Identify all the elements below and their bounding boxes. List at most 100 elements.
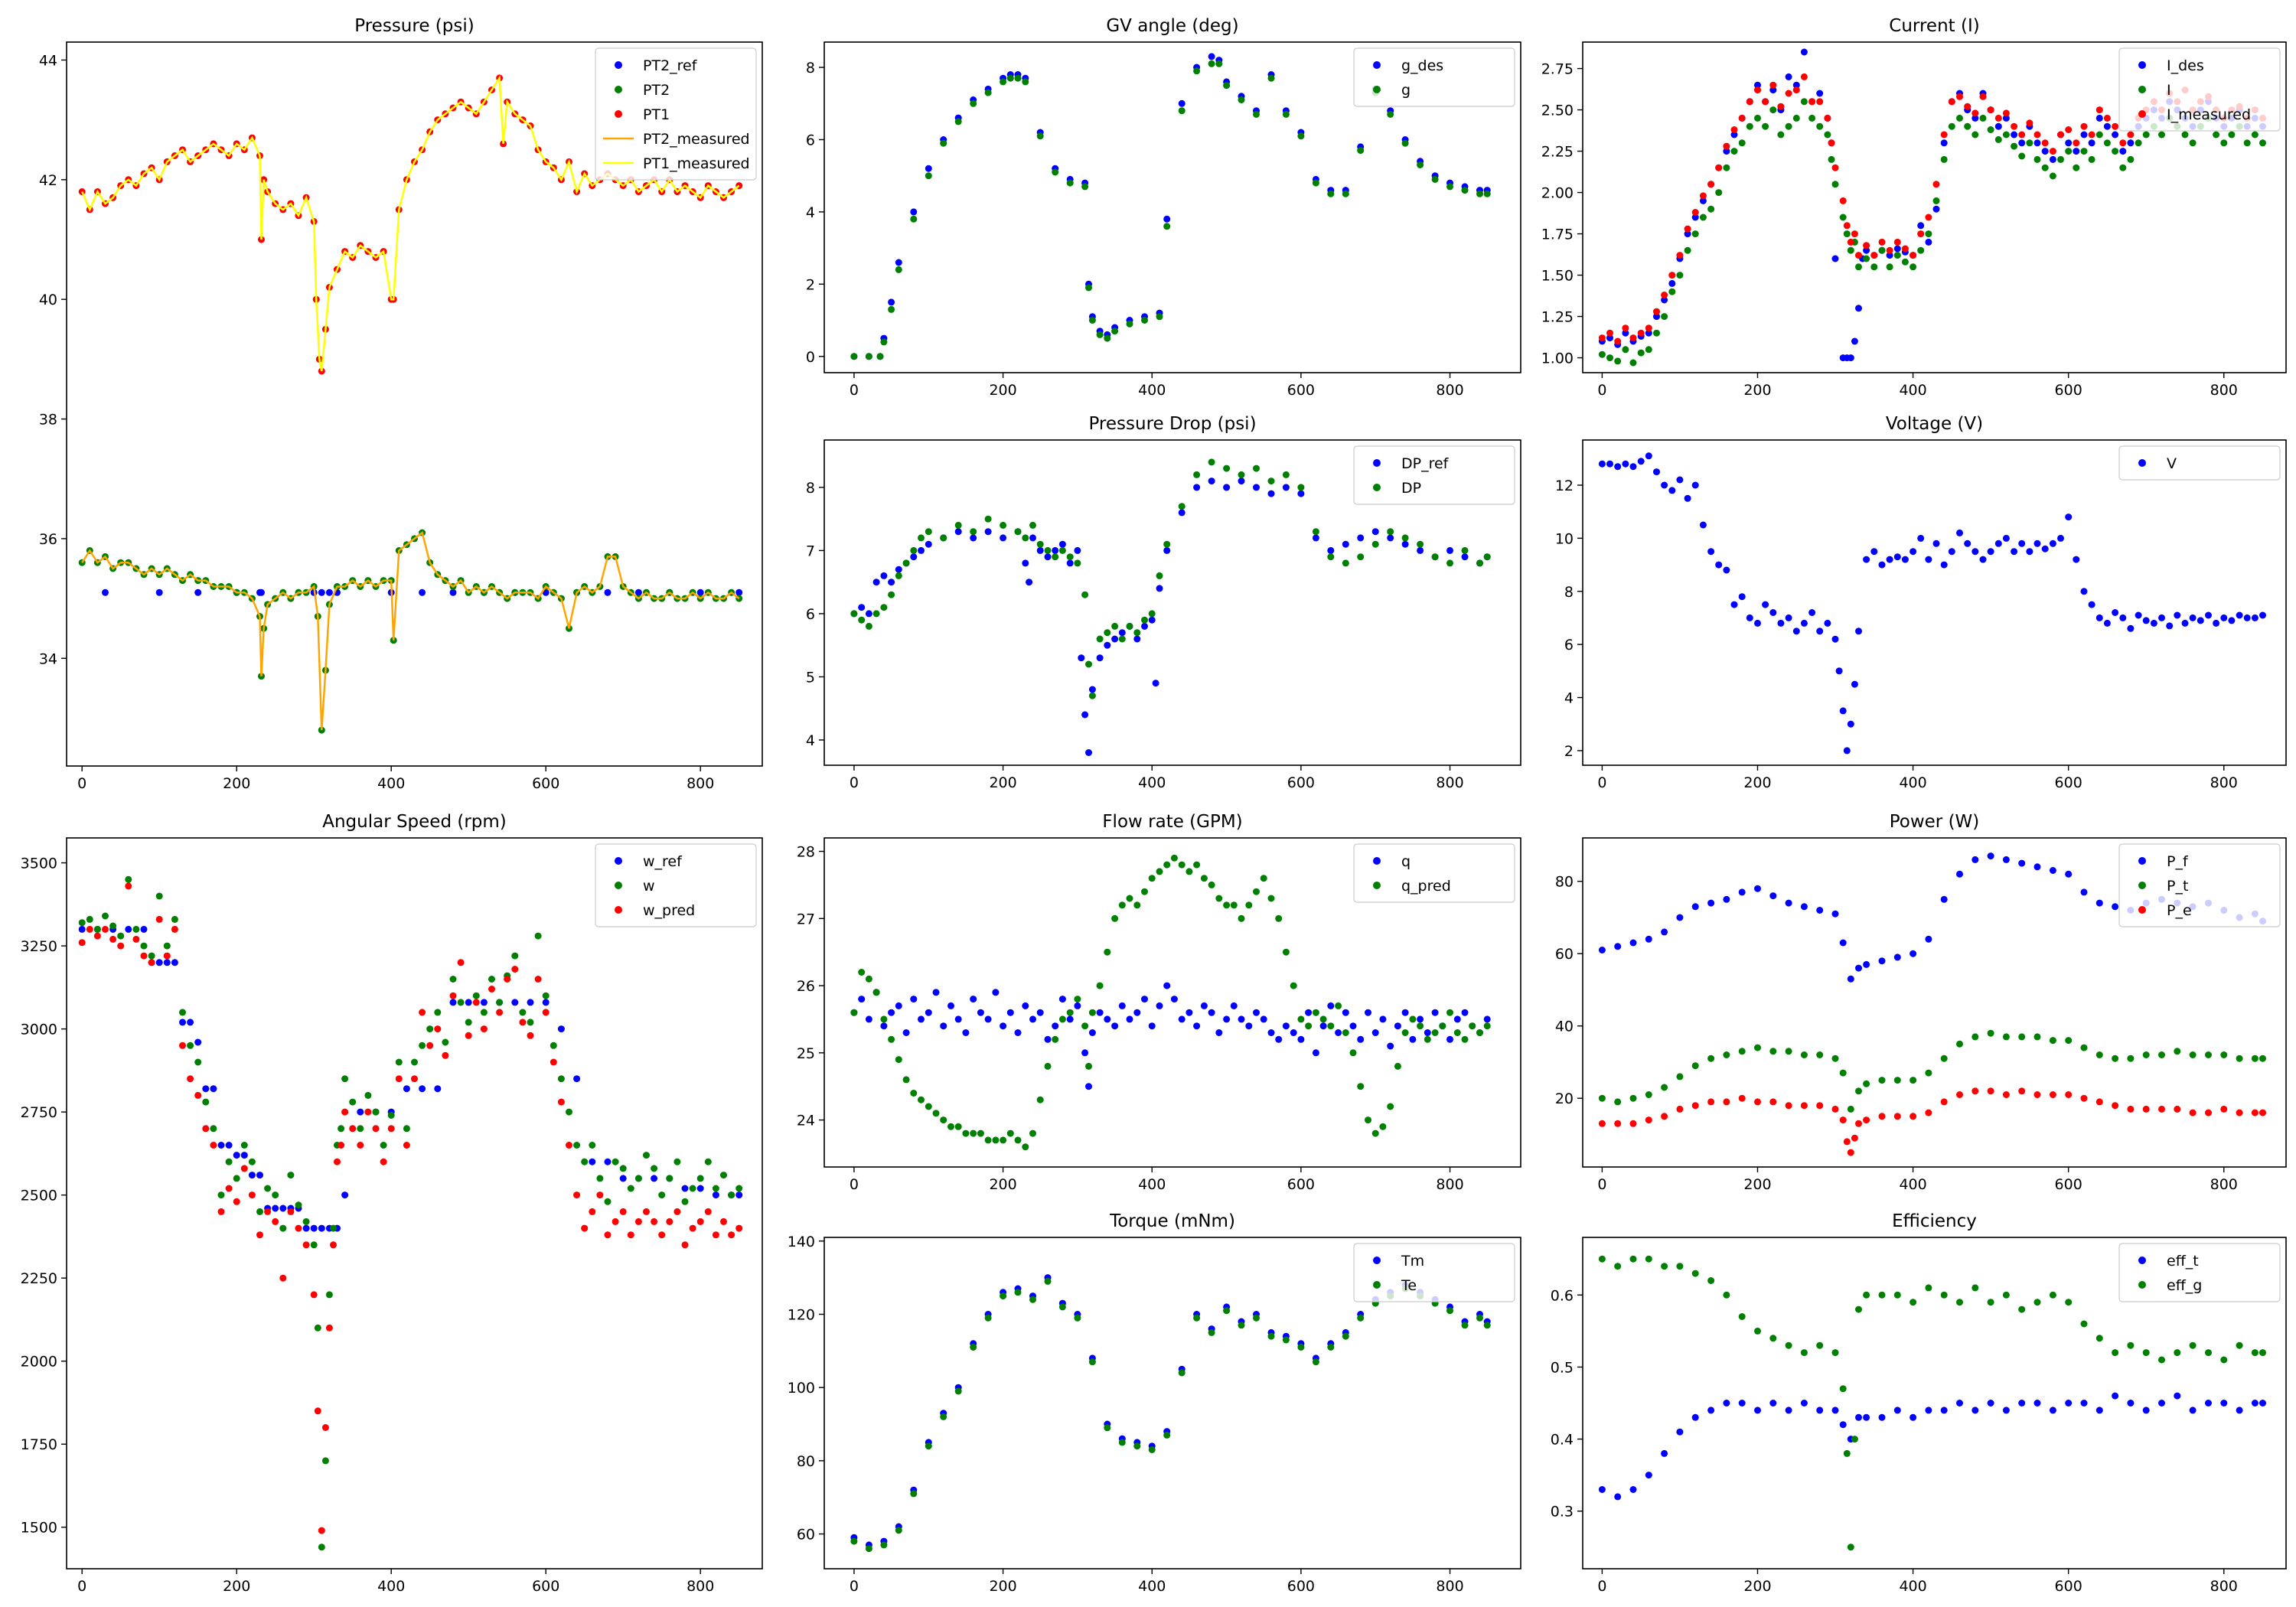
data-point — [1917, 222, 1925, 230]
data-point — [2135, 611, 2142, 619]
data-layer — [1598, 1255, 2266, 1551]
data-point — [325, 1324, 333, 1332]
data-point — [1661, 1084, 1668, 1091]
legend-swatch — [1373, 86, 1381, 93]
data-point — [1305, 1009, 1313, 1016]
series-line — [81, 530, 740, 731]
data-point — [2018, 1087, 2026, 1095]
series-Te — [850, 1277, 1491, 1553]
data-point — [651, 1165, 658, 1172]
data-point — [2158, 1105, 2165, 1113]
data-point — [1847, 1149, 1854, 1156]
data-point — [225, 1185, 233, 1192]
series-DP_ref — [850, 478, 1491, 756]
data-point — [2259, 1054, 2266, 1062]
data-point — [1843, 230, 1851, 238]
legend-label: Te — [1401, 1277, 1417, 1294]
data-point — [1661, 1449, 1668, 1457]
data-point — [1785, 1048, 1792, 1055]
data-point — [1036, 540, 1044, 548]
data-point — [403, 1125, 410, 1133]
data-point — [865, 1545, 872, 1553]
data-point — [1792, 114, 1800, 122]
data-point — [1847, 1105, 1854, 1113]
data-point — [573, 1075, 581, 1083]
data-point — [1387, 1042, 1394, 1050]
series-PT2_measured — [81, 530, 740, 731]
data-point — [1156, 585, 1163, 592]
x-tick-label: 400 — [1899, 382, 1926, 399]
data-point — [258, 588, 265, 596]
data-point — [1948, 98, 1955, 106]
data-point — [1052, 1035, 1059, 1043]
y-tick-label: 60 — [1555, 946, 1574, 963]
data-point — [1785, 73, 1792, 80]
data-point — [2158, 1051, 2165, 1058]
data-point — [666, 1217, 673, 1225]
data-point — [728, 1231, 735, 1239]
data-point — [1723, 1051, 1730, 1058]
y-tick-label: 80 — [1555, 874, 1574, 891]
data-point — [2018, 152, 2026, 160]
data-point — [1956, 529, 1963, 536]
x-tick-label: 800 — [1436, 1578, 1463, 1595]
data-point — [1044, 546, 1052, 554]
legend-label: w_ref — [643, 853, 683, 870]
data-point — [2112, 1102, 2119, 1110]
data-point — [78, 939, 86, 947]
y-tick-label: 4 — [806, 204, 815, 221]
data-point — [1096, 654, 1104, 662]
x-tick-label: 800 — [2210, 1176, 2238, 1193]
data-point — [1738, 114, 1746, 122]
data-point — [1461, 1035, 1469, 1043]
data-point — [1223, 82, 1231, 90]
data-point — [954, 528, 962, 536]
data-point — [1208, 1328, 1215, 1336]
data-point — [651, 1217, 658, 1225]
data-point — [1870, 252, 1878, 259]
legend-box — [1353, 445, 1515, 505]
data-point — [1282, 948, 1290, 956]
data-point — [225, 1158, 233, 1165]
data-point — [627, 1185, 634, 1192]
data-point — [2189, 139, 2197, 147]
data-point — [1847, 238, 1854, 246]
data-point — [1163, 861, 1171, 869]
data-point — [1133, 1009, 1141, 1016]
data-point — [1777, 131, 1785, 139]
data-point — [1855, 1413, 1862, 1421]
data-point — [1723, 142, 1730, 150]
data-point — [1831, 181, 1839, 188]
y-tick-label: 10 — [1555, 530, 1574, 547]
data-point — [1661, 1263, 1668, 1270]
data-point — [888, 579, 895, 586]
data-point — [287, 1172, 295, 1179]
x-tick-label: 800 — [687, 775, 714, 792]
data-point — [2033, 131, 2041, 139]
data-point — [2026, 139, 2033, 147]
y-tick-label: 40 — [1555, 1019, 1574, 1035]
data-point — [954, 118, 962, 125]
data-point — [2158, 131, 2165, 139]
data-point — [2018, 859, 2026, 867]
data-point — [1843, 747, 1851, 755]
data-point — [1964, 122, 1971, 130]
y-tick-label: 34 — [39, 650, 57, 667]
data-point — [1932, 197, 1940, 204]
data-point — [248, 1172, 256, 1179]
data-point — [411, 1058, 418, 1066]
data-point — [1910, 950, 1917, 957]
series-w_pred — [78, 882, 743, 1534]
legend-swatch — [2138, 906, 2146, 914]
x-tick-label: 800 — [1436, 1176, 1463, 1193]
data-point — [1163, 982, 1171, 989]
data-point — [2026, 548, 2033, 556]
data-point — [1715, 561, 1723, 569]
data-point — [696, 1185, 704, 1192]
data-point — [1446, 559, 1453, 567]
data-point — [279, 1274, 287, 1282]
data-point — [2011, 142, 2018, 150]
chart-title: Flow rate (GPM) — [1102, 812, 1242, 832]
data-point — [171, 915, 178, 923]
data-point — [442, 1038, 449, 1046]
